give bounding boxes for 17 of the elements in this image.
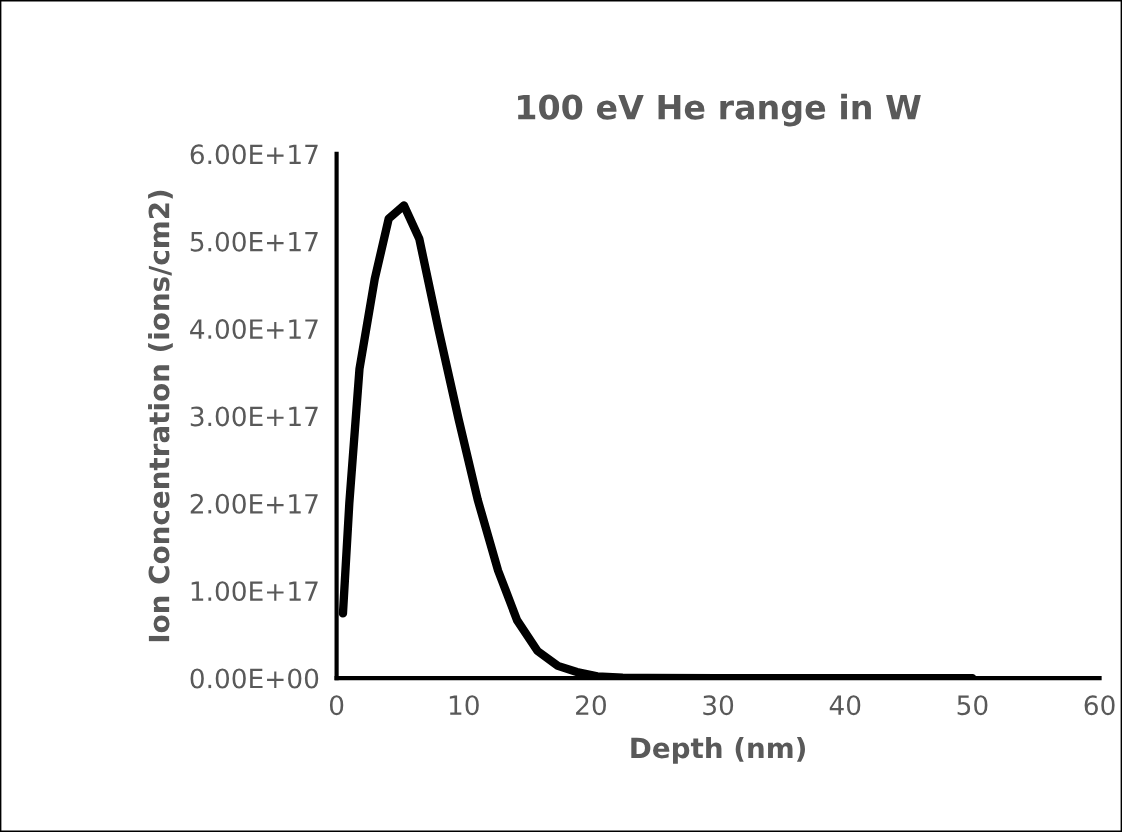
x-tick-label: 50 — [957, 695, 988, 716]
y-tick-label: 3.00E+17 — [190, 406, 318, 427]
y-tick-label: 5.00E+17 — [190, 231, 318, 252]
x-tick-label: 0 — [329, 695, 344, 716]
chart-title: 100 eV He range in W — [518, 93, 921, 127]
x-tick-label: 10 — [449, 695, 479, 716]
x-tick-label: 60 — [1084, 695, 1115, 716]
x-axis-title: Depth (nm) — [631, 736, 805, 764]
x-tick-label: 30 — [703, 695, 734, 716]
x-tick-label: 40 — [829, 695, 861, 716]
y-axis-title: Ion Concentration (ions/cm2) — [148, 190, 173, 642]
y-tick-label: 1.00E+17 — [191, 581, 318, 602]
y-tick-label: 4.00E+17 — [190, 319, 318, 340]
y-tick-label: 6.00E+17 — [190, 144, 318, 165]
x-tick-label: 20 — [576, 695, 606, 716]
y-tick-label: 2.00E+17 — [190, 493, 318, 514]
y-tick-label: 0.00E+00 — [190, 668, 319, 689]
